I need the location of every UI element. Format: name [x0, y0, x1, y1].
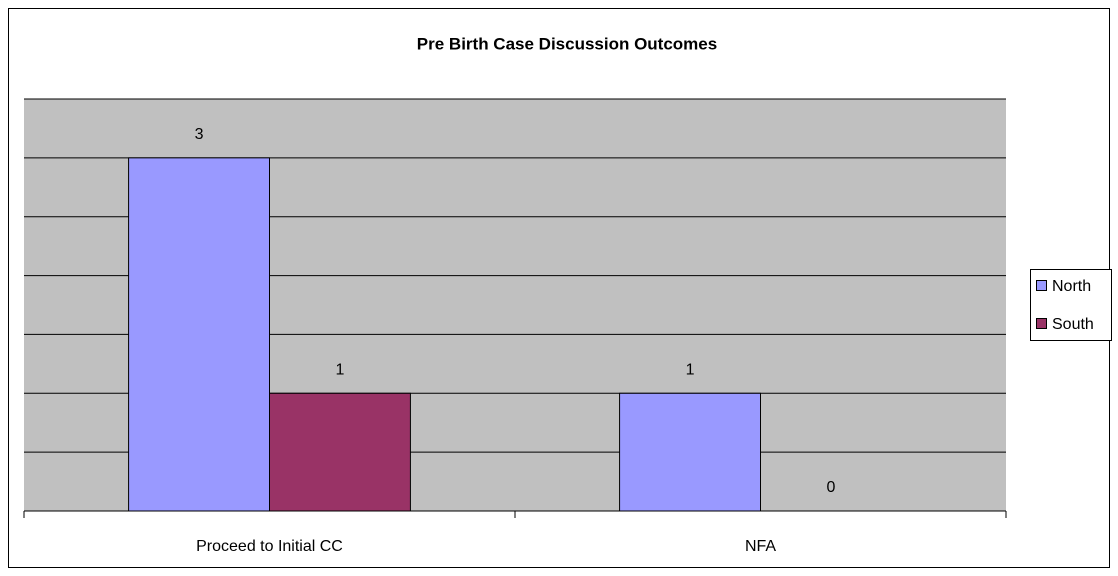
data-label: 1 — [686, 362, 695, 379]
data-label: 1 — [336, 362, 345, 379]
bar — [619, 392, 762, 512]
bar — [269, 392, 411, 512]
legend-swatch — [1036, 318, 1047, 329]
data-label: 0 — [827, 479, 836, 496]
legend-swatch — [1036, 280, 1047, 291]
legend-label: South — [1052, 316, 1094, 333]
bar — [128, 157, 270, 512]
x-tick-label: NFA — [745, 538, 776, 555]
chart-title: Pre Birth Case Discussion Outcomes — [417, 34, 717, 53]
data-label: 3 — [195, 126, 204, 143]
x-tick-label: Proceed to Initial CC — [196, 538, 343, 555]
legend-label: North — [1052, 278, 1091, 295]
